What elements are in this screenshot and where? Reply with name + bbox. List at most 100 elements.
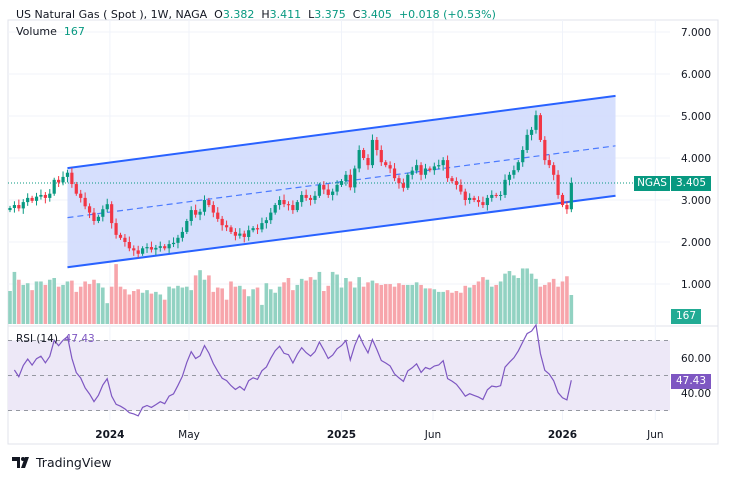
volume-bar [525,268,529,324]
candle-body [136,250,140,254]
candle-body [300,194,304,203]
volume-bar [92,279,96,324]
volume-bar [158,294,163,324]
symbol-title: US Natural Gas ( Spot ), 1W, NAGA [16,8,208,21]
close-label: C [352,8,361,21]
candle-body [26,197,30,203]
candle-body [450,178,454,182]
candle-body [171,242,176,245]
volume-bar [512,275,516,324]
volume-bar [366,282,370,324]
volume-bar [193,275,198,324]
volume-bar [361,286,366,324]
volume-bar [145,290,149,324]
volume-bar [379,284,384,324]
volume-bar [543,284,547,324]
volume-bar [565,276,569,324]
candle-body [229,227,233,232]
candle-body [392,168,397,179]
candle-body [251,228,255,231]
volume-bar [538,286,543,324]
candle-body [308,197,313,200]
volume-bar [78,286,83,324]
volume-bar [317,271,322,324]
candle-body [344,174,348,182]
volume-bar [202,279,207,324]
candle-body [384,162,388,166]
rsi-tag: 47.43 [671,374,711,389]
volume-bar [260,304,264,324]
channel-lower-line [67,194,616,269]
candle-body [8,207,12,211]
candle-body [335,184,339,192]
close-value: 3.405 [360,8,392,21]
volume-bar [21,284,26,324]
tradingview-logo-text: TradingView [36,455,112,470]
candle-body [459,184,463,192]
volume-bar [397,283,401,324]
volume-value: 167 [63,25,85,38]
candle-body [428,168,432,171]
volume-bar [547,282,552,324]
volume-bar [357,277,361,324]
volume-bar [167,286,171,324]
candle-body [525,134,529,151]
price-tick-label: 4.000 [681,153,711,165]
volume-bar [291,290,295,324]
candle-body [331,191,335,195]
candle-body [92,212,96,221]
volume-bar [162,299,167,324]
candle-body [167,244,171,249]
time-tick-label: Jun [424,429,441,441]
volume-bar [467,287,472,324]
candle-body [516,162,520,171]
change-value: +0.018 (+0.53%) [398,8,496,21]
volume-bar [388,284,392,324]
candle-body [154,247,158,250]
volume-bar [406,284,410,324]
chart-border [7,19,719,445]
volume-bar [268,289,273,324]
candle-body [127,242,131,249]
volume-bar [485,279,490,324]
candle-body [569,182,573,210]
volume-bar [12,271,17,324]
rsi-tick-label: 60.00 [681,353,711,365]
time-tick-label: May [178,429,200,441]
volume-bar [569,295,574,324]
volume-bar [423,288,428,324]
tradingview-logo[interactable]: TradingView [12,455,112,470]
price-tick-label: 3.000 [681,195,711,207]
candle-body [295,202,299,211]
candle-body [565,205,569,210]
candle-body [362,150,366,158]
candle-body [397,178,401,184]
candle-body [322,184,326,190]
volume-bar [335,274,339,324]
candle-body [353,168,357,188]
candle-body [145,247,149,249]
candle-body [185,221,189,232]
high-label: H [261,8,270,21]
candle-body [423,168,428,175]
candle-body [366,158,370,166]
volume-bar [383,284,388,324]
volume-bar [273,292,277,324]
volume-bar [489,286,494,324]
candle-body [282,200,286,205]
candle-body [437,165,441,167]
volume-bar [114,264,118,324]
volume-bar [450,292,454,324]
volume-bar [34,281,39,324]
volume-bar [432,289,437,324]
candle-body [17,205,21,209]
volume-bar [96,283,101,324]
candle-body [476,200,481,203]
candle-body [61,176,65,183]
rsi-label: RSI (14) [16,333,58,345]
volume-bar [52,277,56,324]
candle-body [410,170,414,175]
candle-body [419,165,423,175]
candle-body [560,194,565,206]
